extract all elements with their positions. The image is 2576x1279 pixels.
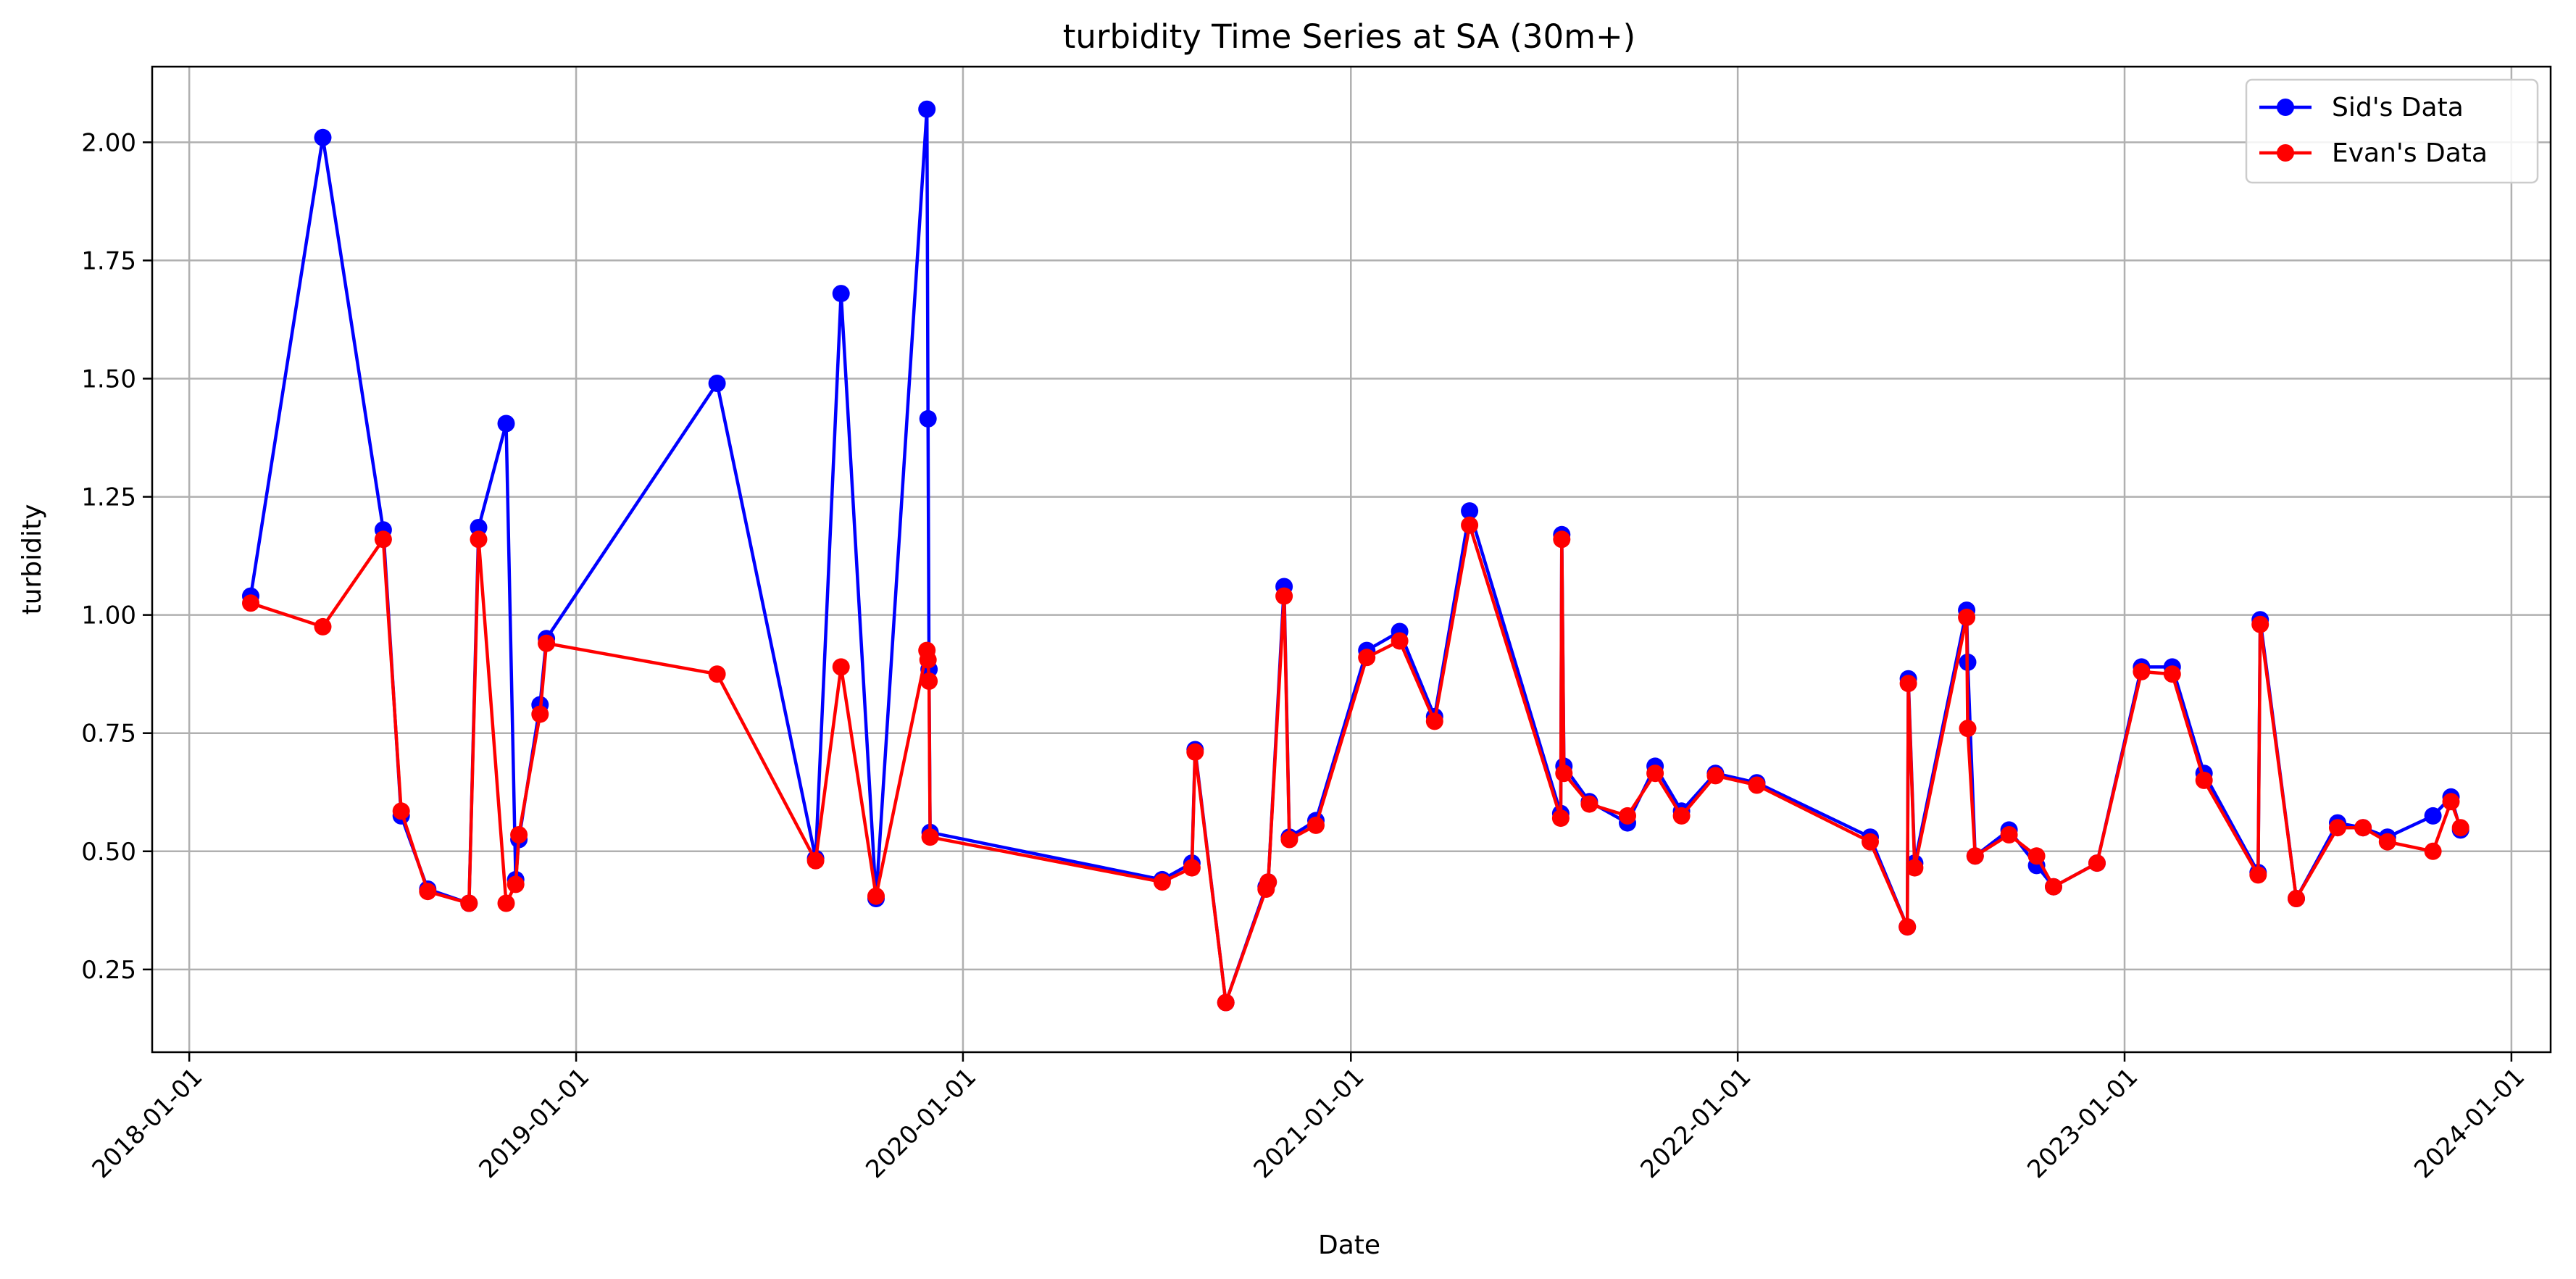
data-point bbox=[1275, 587, 1293, 605]
chart-title: turbidity Time Series at SA (30m+) bbox=[1063, 17, 1635, 56]
data-point bbox=[832, 285, 850, 303]
data-point bbox=[2045, 878, 2062, 896]
data-point bbox=[2329, 819, 2346, 837]
series-1 bbox=[242, 516, 2469, 1012]
x-axis-label: Date bbox=[1318, 1230, 1380, 1260]
data-point bbox=[708, 375, 726, 392]
data-point bbox=[1748, 776, 1766, 794]
data-point bbox=[921, 828, 939, 846]
data-point bbox=[708, 665, 726, 683]
data-point bbox=[1958, 608, 1976, 626]
y-tick-label: 1.25 bbox=[81, 483, 136, 512]
data-point bbox=[2000, 826, 2018, 843]
data-point bbox=[1307, 816, 1325, 834]
y-tick-label: 1.50 bbox=[81, 365, 136, 394]
data-point bbox=[2378, 833, 2396, 851]
data-point bbox=[1646, 765, 1664, 783]
grid-lines bbox=[152, 67, 2551, 1052]
data-point bbox=[2424, 842, 2442, 860]
data-point bbox=[314, 128, 332, 146]
data-point bbox=[2451, 819, 2469, 837]
data-point bbox=[2442, 793, 2460, 811]
data-point bbox=[419, 883, 437, 901]
data-point bbox=[1706, 767, 1725, 785]
data-point bbox=[1186, 743, 1204, 761]
data-point bbox=[2088, 854, 2106, 872]
legend-box bbox=[2245, 78, 2539, 184]
data-point bbox=[497, 414, 515, 433]
data-point bbox=[2354, 819, 2372, 837]
data-point bbox=[2163, 665, 2181, 683]
y-tick-label: 2.00 bbox=[81, 128, 136, 157]
data-point bbox=[507, 875, 525, 893]
y-axis: 0.25 0.50 0.75 1.00 1.25 1.50 1.75 2.00 bbox=[81, 128, 152, 985]
data-point bbox=[460, 894, 478, 912]
data-point bbox=[2251, 615, 2269, 633]
data-point bbox=[1555, 765, 1573, 783]
data-point bbox=[510, 826, 528, 843]
data-point bbox=[920, 672, 938, 690]
data-point bbox=[538, 634, 556, 652]
data-point bbox=[531, 705, 549, 723]
data-point bbox=[1153, 873, 1171, 891]
y-tick-label: 1.00 bbox=[81, 601, 136, 630]
data-point bbox=[1619, 807, 1636, 825]
y-tick-label: 1.75 bbox=[81, 246, 136, 275]
data-point bbox=[1425, 712, 1443, 730]
data-point bbox=[832, 658, 850, 676]
y-tick-label: 0.25 bbox=[81, 956, 136, 985]
data-point bbox=[1551, 809, 1570, 828]
data-point bbox=[392, 802, 410, 820]
data-point bbox=[2195, 771, 2213, 789]
legend-marker bbox=[2277, 144, 2294, 162]
data-point bbox=[919, 409, 937, 428]
legend-label: Evan's Data bbox=[2332, 138, 2488, 168]
y-axis-label: turbidity bbox=[17, 504, 47, 615]
data-point bbox=[1391, 632, 1409, 650]
data-point bbox=[1899, 675, 1917, 693]
legend-marker bbox=[2277, 99, 2294, 116]
data-point bbox=[1217, 993, 1235, 1012]
data-point bbox=[497, 894, 515, 912]
data-point bbox=[2249, 866, 2267, 884]
data-point bbox=[919, 651, 937, 669]
data-point bbox=[1959, 720, 1977, 738]
data-point bbox=[2288, 890, 2305, 907]
data-point bbox=[242, 594, 259, 612]
data-point bbox=[1183, 859, 1201, 877]
legend-label: Sid's Data bbox=[2332, 93, 2464, 122]
data-point bbox=[1898, 918, 1917, 936]
data-point bbox=[2027, 847, 2046, 865]
data-point bbox=[314, 617, 332, 636]
data-point bbox=[1580, 795, 1598, 813]
y-tick-label: 0.50 bbox=[81, 838, 136, 867]
data-point bbox=[1906, 859, 1924, 877]
data-point bbox=[2133, 662, 2151, 680]
data-point bbox=[1358, 649, 1376, 667]
y-tick-label: 0.75 bbox=[81, 720, 136, 749]
data-point bbox=[1259, 873, 1277, 891]
data-point bbox=[1862, 833, 1879, 851]
data-point bbox=[374, 530, 392, 549]
data-point bbox=[918, 100, 936, 118]
data-point bbox=[2424, 807, 2442, 825]
series-layer bbox=[242, 100, 2469, 1012]
data-point bbox=[1461, 502, 1479, 520]
data-point bbox=[1461, 516, 1479, 534]
legend: Sid's Data Evan's Data bbox=[2245, 78, 2539, 184]
data-point bbox=[867, 887, 885, 905]
data-point bbox=[806, 851, 825, 870]
data-point bbox=[1553, 530, 1571, 549]
data-point bbox=[1966, 847, 1984, 865]
data-point bbox=[1280, 830, 1299, 849]
data-point bbox=[470, 530, 488, 549]
data-point bbox=[1672, 807, 1691, 825]
